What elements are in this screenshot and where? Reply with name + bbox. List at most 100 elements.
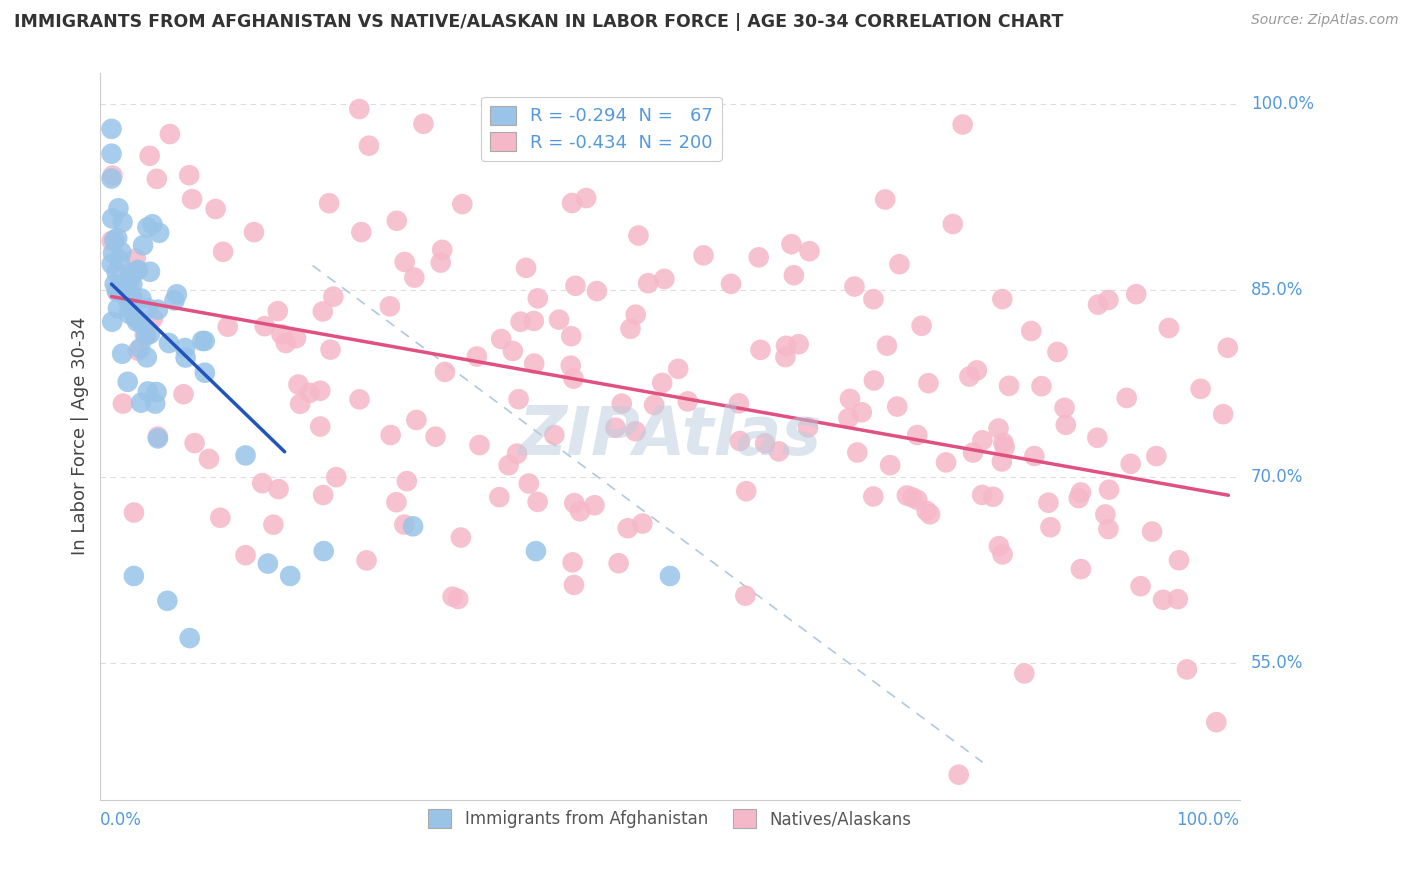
Text: 55.0%: 55.0% — [1251, 654, 1303, 672]
Point — [624, 424, 647, 438]
Point — [734, 589, 756, 603]
Point — [380, 428, 402, 442]
Point — [607, 556, 630, 570]
Point — [122, 506, 145, 520]
Point — [508, 392, 530, 407]
Text: 100.0%: 100.0% — [1177, 811, 1240, 829]
Point — [122, 569, 145, 583]
Text: 70.0%: 70.0% — [1251, 467, 1303, 485]
Point — [489, 332, 512, 346]
Point — [837, 411, 859, 425]
Point — [1140, 524, 1163, 539]
Point — [179, 631, 201, 645]
Point — [146, 429, 169, 443]
Point — [586, 284, 609, 298]
Point — [526, 495, 548, 509]
Point — [506, 447, 529, 461]
Point — [111, 396, 134, 410]
Point — [252, 476, 274, 491]
Point — [235, 449, 257, 463]
Point — [654, 272, 676, 286]
Point — [876, 339, 898, 353]
Point — [575, 191, 598, 205]
Point — [998, 379, 1021, 393]
Point — [432, 243, 454, 257]
Point — [145, 385, 167, 400]
Point — [783, 268, 806, 283]
Point — [212, 244, 235, 259]
Point — [918, 508, 941, 522]
Point — [173, 387, 195, 401]
Point — [991, 548, 1014, 562]
Point — [562, 578, 585, 592]
Point — [524, 544, 547, 558]
Point — [942, 217, 965, 231]
Point — [257, 557, 280, 571]
Point — [194, 366, 217, 380]
Point — [775, 339, 797, 353]
Point — [862, 490, 884, 504]
Point — [142, 311, 165, 326]
Point — [610, 396, 633, 410]
Point — [127, 263, 149, 277]
Point — [1119, 457, 1142, 471]
Point — [298, 385, 321, 400]
Text: 85.0%: 85.0% — [1251, 281, 1303, 300]
Point — [728, 434, 751, 448]
Point — [617, 521, 640, 535]
Point — [560, 329, 582, 343]
Point — [735, 484, 758, 499]
Point — [174, 341, 197, 355]
Point — [994, 440, 1017, 454]
Point — [548, 312, 571, 326]
Point — [465, 350, 488, 364]
Point — [278, 569, 301, 583]
Point — [886, 400, 908, 414]
Point — [728, 396, 751, 410]
Point — [146, 302, 169, 317]
Point — [768, 444, 790, 458]
Text: IMMIGRANTS FROM AFGHANISTAN VS NATIVE/ALASKAN IN LABOR FORCE | AGE 30-34 CORRELA: IMMIGRANTS FROM AFGHANISTAN VS NATIVE/AL… — [14, 13, 1063, 31]
Point — [627, 228, 650, 243]
Point — [191, 334, 214, 348]
Point — [217, 319, 239, 334]
Point — [624, 308, 647, 322]
Point — [991, 454, 1014, 468]
Point — [105, 283, 128, 297]
Point — [517, 476, 540, 491]
Point — [350, 225, 373, 239]
Point — [1125, 287, 1147, 301]
Point — [117, 375, 139, 389]
Point — [569, 504, 592, 518]
Point — [651, 376, 673, 390]
Point — [118, 295, 141, 310]
Point — [267, 482, 290, 496]
Point — [1152, 592, 1174, 607]
Point — [966, 363, 988, 377]
Point — [605, 421, 627, 435]
Point — [107, 202, 129, 216]
Point — [509, 315, 531, 329]
Point — [125, 263, 148, 277]
Point — [181, 192, 204, 206]
Point — [799, 244, 821, 259]
Point — [1157, 321, 1180, 335]
Point — [780, 237, 803, 252]
Point — [129, 395, 152, 409]
Point — [108, 253, 131, 268]
Point — [143, 396, 166, 410]
Point — [775, 350, 797, 364]
Point — [1085, 431, 1108, 445]
Point — [879, 458, 901, 472]
Point — [1098, 483, 1121, 497]
Point — [1019, 324, 1042, 338]
Point — [948, 767, 970, 781]
Y-axis label: In Labor Force | Age 30-34: In Labor Force | Age 30-34 — [72, 317, 89, 556]
Point — [905, 492, 928, 507]
Point — [285, 331, 308, 345]
Point — [253, 319, 276, 334]
Point — [111, 215, 134, 229]
Point — [136, 220, 159, 235]
Point — [131, 292, 153, 306]
Point — [562, 371, 585, 385]
